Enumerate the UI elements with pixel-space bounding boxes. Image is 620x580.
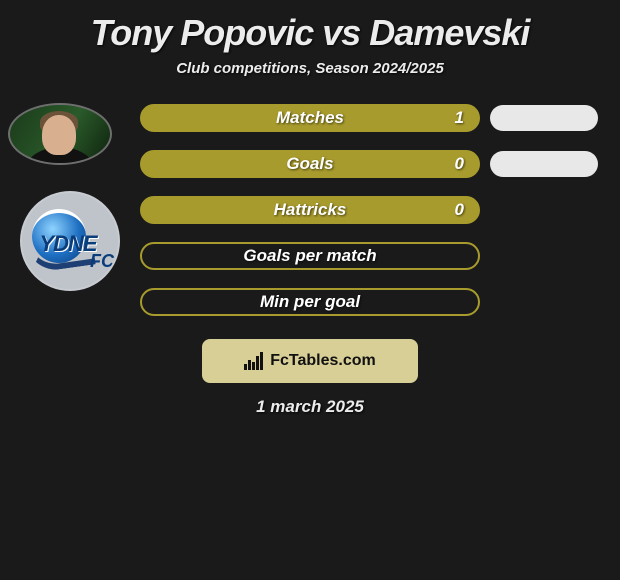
stat-bar-wrap: Min per goal bbox=[140, 288, 480, 316]
fctables-icon bbox=[244, 352, 266, 370]
stat-row: Goals 0 bbox=[140, 141, 600, 187]
stat-bar-wrap: Hattricks 0 bbox=[140, 196, 480, 224]
stat-bar-wrap: Goals per match bbox=[140, 242, 480, 270]
stat-label: Goals bbox=[286, 154, 333, 174]
stat-label: Goals per match bbox=[243, 246, 376, 266]
stat-bar: Goals per match bbox=[140, 242, 480, 270]
player1-avatar bbox=[8, 103, 112, 165]
date-label: 1 march 2025 bbox=[0, 397, 620, 417]
stat-bar-wrap: Goals 0 bbox=[140, 150, 480, 178]
opponent-pill bbox=[490, 105, 598, 131]
avatar-column: YDNE FC bbox=[0, 95, 130, 291]
stat-bar: Hattricks 0 bbox=[140, 196, 480, 224]
subtitle: Club competitions, Season 2024/2025 bbox=[0, 60, 620, 95]
stat-row: Matches 1 bbox=[140, 95, 600, 141]
club-logo-subtext: FC bbox=[90, 251, 114, 272]
stat-bar: Min per goal bbox=[140, 288, 480, 316]
stat-bar-wrap: Matches 1 bbox=[140, 104, 480, 132]
stats-section: YDNE FC Matches 1 Goals 0 Hattricks 0 Goals pe… bbox=[0, 95, 620, 325]
stat-label: Hattricks bbox=[274, 200, 347, 220]
branding-badge[interactable]: FcTables.com bbox=[202, 339, 418, 383]
page-title: Tony Popovic vs Damevski bbox=[0, 0, 620, 60]
branding-text: FcTables.com bbox=[270, 352, 376, 370]
stat-label: Matches bbox=[276, 108, 344, 128]
comparison-card: Tony Popovic vs Damevski Club competitio… bbox=[0, 0, 620, 417]
player1-club-logo: YDNE FC bbox=[20, 191, 120, 291]
stat-value: 1 bbox=[455, 108, 464, 128]
stat-row: Min per goal bbox=[140, 279, 600, 325]
stat-row: Goals per match bbox=[140, 233, 600, 279]
stat-row: Hattricks 0 bbox=[140, 187, 600, 233]
stat-value: 0 bbox=[455, 200, 464, 220]
stat-bar: Goals 0 bbox=[140, 150, 480, 178]
stat-value: 0 bbox=[455, 154, 464, 174]
stat-label: Min per goal bbox=[260, 292, 360, 312]
stat-bar: Matches 1 bbox=[140, 104, 480, 132]
opponent-pill bbox=[490, 151, 598, 177]
